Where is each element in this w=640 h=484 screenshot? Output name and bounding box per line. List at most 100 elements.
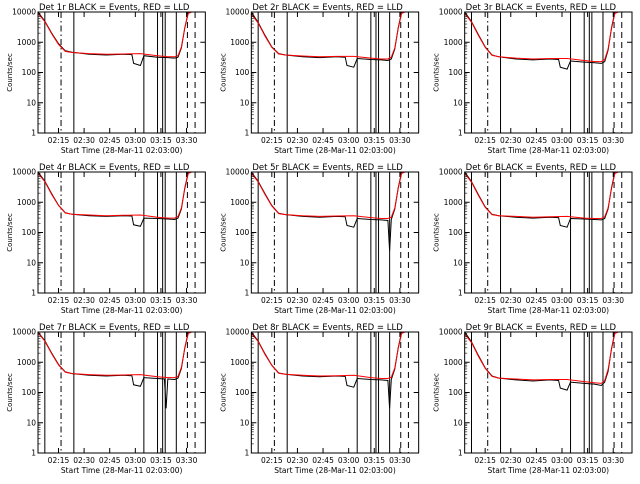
- x-tick-label: 03:15: [150, 296, 172, 305]
- y-tick-label: 10000: [439, 328, 463, 337]
- y-tick-label: 1: [31, 289, 36, 298]
- x-tick-label: 02:45: [99, 296, 121, 305]
- x-tick-label: 02:15: [474, 456, 496, 465]
- y-axis-label: Counts/sec: [219, 213, 227, 252]
- x-tick-label: 03:15: [150, 136, 172, 145]
- y-tick-label: 100: [22, 228, 37, 237]
- y-tick-label: 10: [240, 418, 250, 427]
- series-events-line: [464, 12, 629, 70]
- y-tick-label: 10000: [439, 168, 463, 177]
- y-tick-label: 10: [453, 258, 463, 267]
- detector-panel-6: 1 10 100 1000 10000 02:15 02:30 02:45 03:00 03:15…: [433, 163, 633, 315]
- detector-panel-1: 1 10 100 1000 10000 02:15 02:30 02:45 03:00 03:15…: [6, 3, 206, 155]
- plot-frame: [37, 11, 206, 134]
- y-tick-label: 1000: [444, 198, 463, 207]
- y-axis-label: Counts/sec: [219, 53, 227, 92]
- x-tick-label: 03:30: [602, 456, 624, 465]
- y-tick-label: 100: [448, 388, 463, 397]
- detector-panel-4: 1 10 100 1000 10000 02:15 02:30 02:45 03:00 03:15…: [6, 163, 206, 315]
- y-axis-label: Counts/sec: [6, 53, 14, 92]
- x-axis-label: Start Time (28-Mar-11 02:03:00): [61, 466, 183, 475]
- y-tick-label: 1000: [230, 38, 249, 47]
- y-tick-label: 1: [245, 129, 250, 138]
- marker-lines: [257, 172, 409, 293]
- x-tick-label: 02:45: [99, 456, 121, 465]
- x-tick-label: 02:15: [261, 456, 283, 465]
- x-tick-label: 03:15: [577, 456, 599, 465]
- series-lld-line: [464, 172, 629, 219]
- panel-title: Det 1r BLACK = Events, RED = LLD: [39, 3, 190, 13]
- series-lld-line: [251, 172, 416, 219]
- detector-panel-2: 1 10 100 1000 10000 02:15 02:30 02:45 03:00 03:15…: [219, 3, 420, 155]
- x-tick-label: 02:15: [261, 296, 283, 305]
- x-tick-label: 03:00: [551, 296, 573, 305]
- marker-lines: [470, 172, 623, 293]
- y-tick-label: 1000: [17, 38, 36, 47]
- y-tick-label: 1000: [17, 358, 36, 367]
- marker-lines: [470, 12, 623, 133]
- x-axis-label: Start Time (28-Mar-11 02:03:00): [488, 146, 610, 155]
- y-tick-label: 10000: [225, 168, 249, 177]
- y-tick-label: 1: [458, 289, 463, 298]
- y-axis-label: Counts/sec: [433, 53, 441, 92]
- x-tick-label: 02:15: [261, 136, 283, 145]
- x-tick-label: 02:15: [474, 136, 496, 145]
- detector-panel-9: 1 10 100 1000 10000 02:15 02:30 02:45 03:00 03:15…: [433, 323, 633, 475]
- y-tick-label: 10: [240, 98, 250, 107]
- panel-title: Det 5r BLACK = Events, RED = LLD: [252, 163, 403, 173]
- panel-title: Det 8r BLACK = Events, RED = LLD: [252, 323, 403, 333]
- series-events-line: [251, 172, 416, 251]
- x-axis-label: Start Time (28-Mar-11 02:03:00): [274, 146, 396, 155]
- y-tick-label: 10000: [225, 328, 249, 337]
- x-tick-label: 02:30: [287, 456, 309, 465]
- y-axis-label: Counts/sec: [6, 213, 14, 252]
- panel-title: Det 7r BLACK = Events, RED = LLD: [39, 323, 190, 333]
- x-tick-label: 02:45: [312, 296, 334, 305]
- y-tick-label: 1: [458, 129, 463, 138]
- y-tick-label: 10: [26, 258, 36, 267]
- y-tick-label: 10000: [12, 168, 36, 177]
- x-tick-label: 02:45: [526, 456, 548, 465]
- series-lld-line: [251, 332, 416, 379]
- panel-title: Det 6r BLACK = Events, RED = LLD: [466, 163, 617, 173]
- y-tick-label: 10000: [439, 8, 463, 17]
- x-tick-label: 02:45: [526, 296, 548, 305]
- plot-frame: [37, 331, 206, 454]
- y-tick-label: 1000: [230, 358, 249, 367]
- series-events-line: [464, 172, 629, 228]
- detector-panel-8: 1 10 100 1000 10000 02:15 02:30 02:45 03:00 03:15…: [219, 323, 420, 475]
- y-tick-label: 1000: [444, 358, 463, 367]
- detector-panel-7: 1 10 100 1000 10000 02:15 02:30 02:45 03:00 03:15…: [6, 323, 206, 475]
- x-tick-label: 03:00: [125, 136, 147, 145]
- y-tick-label: 1000: [230, 198, 249, 207]
- x-tick-label: 03:15: [150, 456, 172, 465]
- y-tick-label: 10: [453, 98, 463, 107]
- x-tick-label: 02:30: [73, 456, 95, 465]
- series-events-line: [38, 332, 202, 409]
- y-tick-label: 100: [235, 228, 250, 237]
- y-tick-label: 1: [458, 449, 463, 458]
- y-tick-label: 100: [448, 68, 463, 77]
- marker-lines: [257, 12, 409, 133]
- x-tick-label: 03:00: [338, 456, 360, 465]
- series-events-line: [38, 172, 202, 227]
- x-tick-label: 03:15: [363, 456, 385, 465]
- plot-frame: [37, 171, 206, 294]
- x-tick-label: 02:15: [48, 136, 70, 145]
- y-tick-label: 10: [240, 258, 250, 267]
- marker-lines: [44, 332, 196, 453]
- series-lld-line: [38, 332, 202, 379]
- series-lld-line: [38, 172, 202, 219]
- y-tick-label: 1: [31, 129, 36, 138]
- y-axis-label: Counts/sec: [433, 373, 441, 412]
- y-tick-label: 1: [245, 449, 250, 458]
- y-tick-label: 100: [235, 68, 250, 77]
- y-tick-label: 10000: [12, 328, 36, 337]
- series-lld-line: [38, 12, 202, 58]
- x-tick-label: 03:30: [389, 296, 411, 305]
- y-tick-label: 10: [26, 98, 36, 107]
- plot-frame: [250, 171, 420, 294]
- x-tick-label: 02:45: [312, 456, 334, 465]
- x-tick-label: 02:45: [526, 136, 548, 145]
- x-axis-label: Start Time (28-Mar-11 02:03:00): [274, 306, 396, 315]
